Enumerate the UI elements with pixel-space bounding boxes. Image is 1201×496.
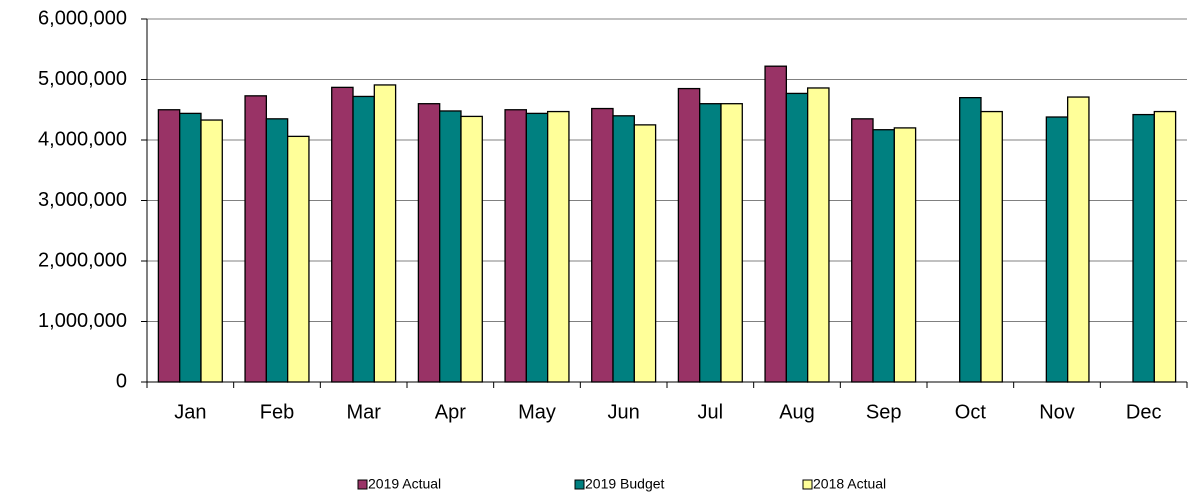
x-tick-label: Apr — [435, 401, 466, 423]
x-tick-label: May — [518, 401, 556, 423]
y-tick-label: 6,000,000 — [38, 7, 127, 29]
bar — [980, 110, 1003, 383]
x-tick-label: Nov — [1039, 401, 1075, 423]
bar — [785, 92, 809, 383]
bar — [677, 87, 701, 383]
y-tick-label: 2,000,000 — [38, 249, 127, 271]
x-tick-label: Aug — [779, 401, 815, 423]
legend-swatch — [357, 479, 368, 490]
x-tick-label: Dec — [1126, 401, 1162, 423]
bar — [157, 109, 181, 383]
legend-label: 2019 Budget — [585, 476, 665, 492]
bar — [1045, 116, 1069, 383]
bar — [591, 107, 614, 383]
y-tick-label: 1,000,000 — [38, 310, 127, 332]
bar — [633, 124, 657, 383]
x-tick-label: Jul — [698, 401, 724, 423]
bar — [807, 87, 830, 383]
x-tick-label: Oct — [955, 401, 987, 423]
x-tick-label: Jun — [608, 401, 640, 423]
bar — [265, 118, 289, 383]
x-tick-label: Feb — [260, 401, 294, 423]
bar — [331, 86, 354, 383]
legend-label: 2019 Actual — [368, 476, 441, 492]
bar — [352, 95, 375, 383]
bar — [286, 135, 310, 383]
bar — [547, 110, 570, 383]
bar — [244, 95, 268, 383]
bar — [179, 112, 202, 383]
bar — [200, 119, 223, 383]
bar — [504, 109, 527, 383]
legend-swatch — [574, 479, 585, 490]
legend-label: 2018 Actual — [813, 476, 886, 492]
bar — [720, 103, 743, 383]
bar — [764, 65, 787, 383]
bar — [851, 118, 874, 383]
y-tick-label: 3,000,000 — [38, 189, 127, 211]
y-tick-label: 0 — [116, 370, 127, 392]
bar — [460, 115, 483, 383]
bar — [417, 103, 441, 383]
y-tick-label: 5,000,000 — [38, 68, 127, 90]
x-tick-label: Mar — [346, 401, 381, 423]
bar — [699, 103, 722, 383]
legend-swatch — [802, 479, 813, 490]
bar — [959, 97, 982, 383]
bar — [373, 84, 397, 383]
y-tick-label: 4,000,000 — [38, 128, 127, 150]
bar — [612, 115, 635, 383]
bar — [1132, 113, 1155, 383]
bar — [1067, 96, 1090, 383]
bar — [893, 127, 917, 383]
bar — [872, 129, 895, 383]
bar — [525, 112, 549, 383]
bar — [439, 110, 462, 383]
x-tick-label: Jan — [174, 401, 206, 423]
x-tick-label: Sep — [866, 401, 902, 423]
bar — [1153, 110, 1177, 383]
